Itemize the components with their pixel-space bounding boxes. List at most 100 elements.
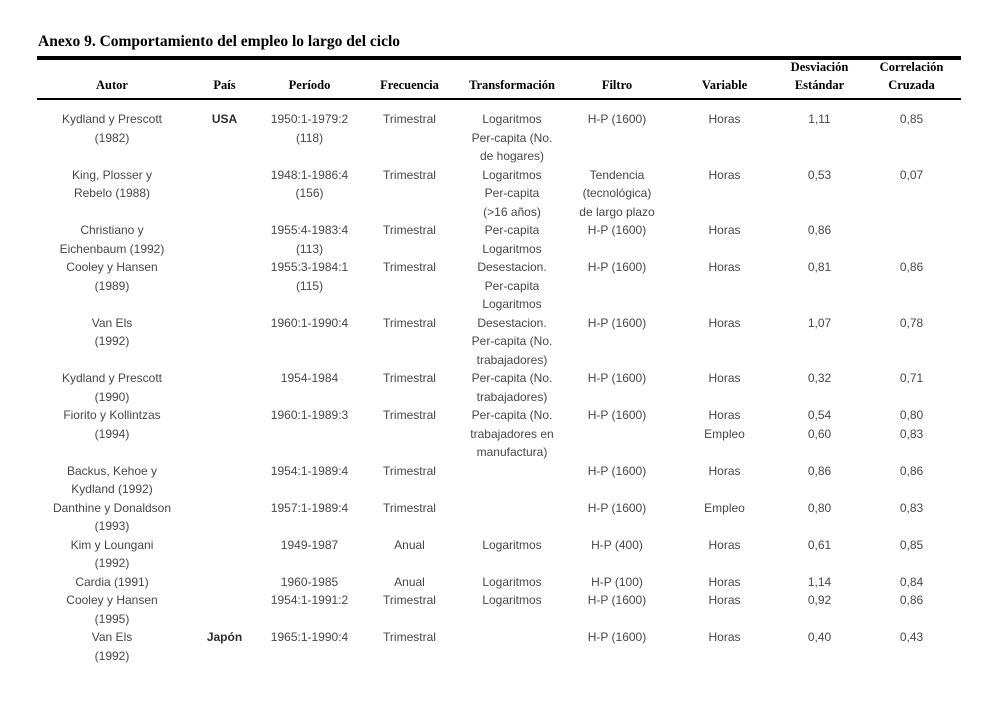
cell-correlacion: 0,86 bbox=[862, 591, 961, 610]
cell-filtro-line: H-P (1600) bbox=[587, 463, 647, 478]
cell-periodo-line: 1960:1-1989:3 bbox=[270, 408, 349, 422]
cell-periodo: 1955:3-1984:1 (115) bbox=[262, 258, 357, 295]
cell-transformacion-line: Desestacion. bbox=[477, 260, 547, 274]
cell-periodo-line: 1955:4-1983:4 bbox=[270, 223, 349, 237]
cell-periodo: 1955:4-1983:4 (113) bbox=[262, 221, 357, 258]
cell-variable: Horas bbox=[672, 110, 777, 129]
cell-desviacion: 0,86 bbox=[777, 462, 862, 481]
cell-correlacion-line: 0,80 bbox=[899, 408, 924, 422]
cell-filtro: H-P (1600) bbox=[562, 258, 672, 277]
cell-autor-line: Fiorito y Kollintzas bbox=[63, 408, 161, 422]
cell-filtro: H-P (1600) bbox=[562, 628, 672, 647]
cell-correlacion-line: 0,78 bbox=[899, 315, 924, 330]
cell-desviacion-line: 0,60 bbox=[807, 426, 832, 441]
cell-variable-line: Horas bbox=[708, 223, 741, 237]
cell-transformacion-line: de hogares) bbox=[479, 149, 545, 163]
cell-filtro: H-P (1600) bbox=[562, 462, 672, 481]
cell-transformacion-line: Logaritmos bbox=[482, 574, 542, 589]
column-header-variable: Variable bbox=[672, 76, 777, 94]
cell-correlacion-line: 0,86 bbox=[899, 260, 924, 274]
cell-periodo: 1954-1984 bbox=[262, 369, 357, 388]
column-header-filtro-line: Filtro bbox=[601, 78, 633, 92]
cell-autor-line: Cardia (1991) bbox=[75, 574, 149, 589]
cell-correlacion: 0,80 0,83 bbox=[862, 406, 961, 443]
cell-filtro-line: de largo plazo bbox=[579, 204, 655, 219]
cell-desviacion-line: 1,14 bbox=[807, 574, 832, 589]
cell-filtro: H-P (1600) bbox=[562, 221, 672, 240]
column-header-frecuencia-line: Frecuencia bbox=[380, 78, 439, 92]
cell-autor-line: (1982) bbox=[94, 130, 130, 145]
cell-frecuencia: Anual bbox=[357, 573, 462, 592]
cell-desviacion: 0,32 bbox=[777, 369, 862, 388]
table-row: Christiano y Eichenbaum (1992) 1955:4-1983… bbox=[37, 221, 961, 258]
cell-transformacion-line: trabajadores) bbox=[476, 352, 548, 367]
cell-desviacion-line: 0,80 bbox=[807, 500, 832, 515]
cell-variable: Horas bbox=[672, 221, 777, 240]
column-header-variable-line: Variable bbox=[701, 78, 748, 92]
table-row: Danthine y Donaldson (1993) 1957:1-1989:4 T… bbox=[37, 499, 961, 536]
column-header-pais-line: País bbox=[213, 78, 236, 92]
cell-autor: Cardia (1991) bbox=[37, 573, 187, 592]
table-row: Kydland y Prescott (1990) 1954-1984 Trimest… bbox=[37, 369, 961, 406]
cell-desviacion-line: 0,81 bbox=[807, 260, 832, 274]
column-header-pais: País bbox=[187, 76, 262, 94]
cell-frecuencia: Trimestral bbox=[357, 462, 462, 481]
cell-periodo-line: 1948:1-1986:4 bbox=[270, 167, 349, 182]
table-row: Kydland y Prescott (1982) USA 1950:1-1979:2… bbox=[37, 110, 961, 166]
column-header-autor-line: Autor bbox=[96, 78, 128, 92]
cell-transformacion-line: Per-capita (No. bbox=[471, 371, 553, 385]
cell-autor: Van Els (1992) bbox=[37, 314, 187, 351]
cell-autor-line: Kydland (1992) bbox=[71, 482, 153, 496]
cell-autor-line: (1992) bbox=[94, 648, 130, 663]
cell-variable-line: Empleo bbox=[704, 426, 745, 441]
cell-periodo: 1960:1-1990:4 bbox=[262, 314, 357, 333]
cell-periodo: 1948:1-1986:4 (156) bbox=[262, 166, 357, 203]
cell-transformacion: Logaritmos bbox=[462, 591, 562, 610]
cell-desviacion: 1,07 bbox=[777, 314, 862, 333]
cell-variable-line: Horas bbox=[708, 593, 741, 607]
cell-frecuencia: Trimestral bbox=[357, 110, 462, 129]
cell-frecuencia-line: Anual bbox=[394, 574, 425, 589]
cell-correlacion: 0,85 bbox=[862, 536, 961, 555]
cell-autor: Fiorito y Kollintzas (1994) bbox=[37, 406, 187, 443]
cell-autor-line: (1989) bbox=[94, 278, 130, 293]
cell-correlacion-line: 0,83 bbox=[899, 500, 924, 515]
cell-frecuencia: Trimestral bbox=[357, 221, 462, 240]
cell-pais: USA bbox=[187, 110, 262, 129]
cell-frecuencia-line: Trimestral bbox=[383, 223, 436, 237]
table-row: Backus, Kehoe y Kydland (1992) 1954:1-1989… bbox=[37, 462, 961, 499]
cell-transformacion-line: Per-capita (No. bbox=[471, 334, 553, 348]
cell-autor-line: Kydland y Prescott bbox=[61, 371, 163, 385]
cell-transformacion: Per-capita (No. trabajadores en manufactur… bbox=[462, 406, 562, 462]
cell-desviacion-line: 0,53 bbox=[807, 167, 832, 182]
column-header-transformacion-line: Transformación bbox=[469, 78, 555, 92]
cell-autor-line: Danthine y Donaldson bbox=[52, 500, 172, 515]
cell-frecuencia-line: Trimestral bbox=[383, 500, 436, 515]
cell-transformacion-line: Logaritmos bbox=[482, 593, 542, 607]
cell-transformacion: Logaritmos bbox=[462, 573, 562, 592]
cell-periodo-line: 1954:1-1991:2 bbox=[270, 593, 349, 607]
cell-transformacion-line: Per-capita (No. bbox=[471, 130, 553, 145]
header-divider-rule bbox=[37, 98, 961, 100]
cell-autor-line: (1990) bbox=[94, 389, 130, 404]
cell-variable-line: Horas bbox=[708, 408, 741, 422]
cell-autor-line: (1995) bbox=[94, 611, 130, 626]
cell-transformacion: Desestacion. Per-capita Logaritmos bbox=[462, 258, 562, 314]
cell-filtro-line: H-P (1600) bbox=[587, 593, 647, 607]
cell-frecuencia-line: Trimestral bbox=[383, 167, 436, 182]
cell-frecuencia: Trimestral bbox=[357, 258, 462, 277]
cell-pais-line: Japón bbox=[206, 630, 243, 644]
cell-desviacion: 0,86 bbox=[777, 221, 862, 240]
cell-filtro-line: H-P (1600) bbox=[587, 223, 647, 237]
cell-desviacion: 0,54 0,60 bbox=[777, 406, 862, 443]
cell-variable-line: Horas bbox=[708, 167, 741, 182]
cell-autor: Van Els (1992) bbox=[37, 628, 187, 665]
column-header-periodo: Período bbox=[262, 76, 357, 94]
cell-filtro: Tendencia (tecnológica) de largo plazo bbox=[562, 166, 672, 222]
cell-filtro-line: H-P (1600) bbox=[587, 260, 647, 274]
cell-transformacion-line: trabajadores en bbox=[470, 426, 554, 441]
cell-autor: Christiano y Eichenbaum (1992) bbox=[37, 221, 187, 258]
cell-autor: King, Plosser y Rebelo (1988) bbox=[37, 166, 187, 203]
cell-transformacion: Per-capita (No. trabajadores) bbox=[462, 369, 562, 406]
